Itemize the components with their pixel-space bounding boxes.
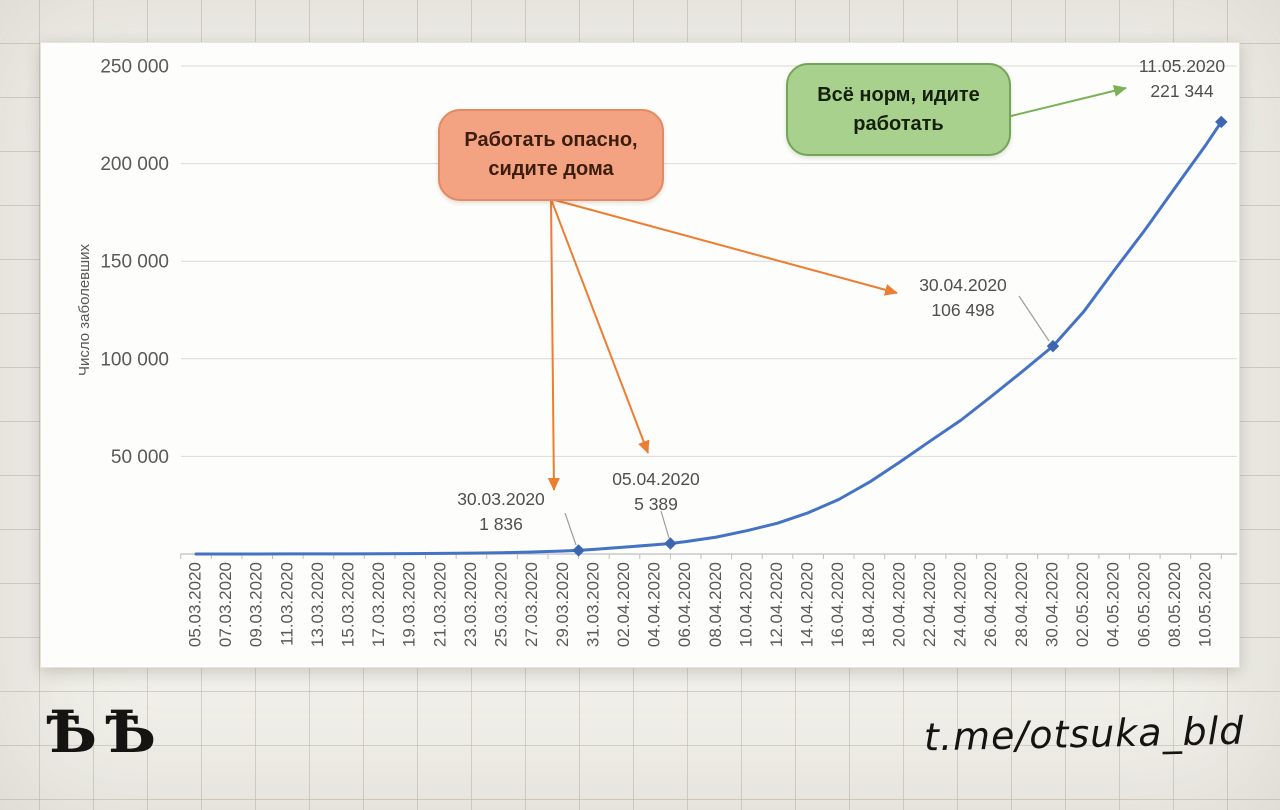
- y-axis-tick-label: 100 000: [100, 349, 169, 370]
- x-axis-tick-label: 16.04.2020: [828, 562, 847, 647]
- x-axis-tick-label: 09.03.2020: [247, 562, 266, 647]
- covid-line-chart: 250 000 200 000 150 000 100 000 50 000 05.03.…: [76, 56, 1237, 647]
- x-axis-tick-label: 20.04.2020: [889, 562, 908, 647]
- callout-stay-home-line2: сидите дома: [488, 158, 614, 180]
- callout-go-work: Всё норм, идите работать: [786, 63, 1011, 156]
- x-axis-tick-label: 15.03.2020: [339, 562, 358, 647]
- x-axis-tick-label: 07.03.2020: [216, 562, 235, 647]
- x-axis-tick-label: 04.04.2020: [645, 562, 664, 647]
- data-point-marker: [1215, 115, 1228, 129]
- x-axis-tick-label: 10.04.2020: [736, 562, 755, 647]
- x-axis-tick-label: 21.03.2020: [430, 562, 449, 647]
- x-axis-tick-label: 29.03.2020: [553, 562, 572, 647]
- x-axis-tick-label: 19.03.2020: [400, 562, 419, 647]
- x-axis-tick-label: 26.04.2020: [981, 562, 1000, 647]
- x-axis-tick-label: 02.04.2020: [614, 562, 633, 647]
- x-axis-tick-label: 31.03.2020: [583, 562, 602, 647]
- orange-callout-arrow: [550, 198, 898, 296]
- callout-go-work-line1: Всё норм, идите: [817, 83, 980, 106]
- x-axis-tick-label: 17.03.2020: [369, 562, 388, 647]
- orange-callout-arrow: [550, 198, 650, 454]
- data-point-marker: [1046, 339, 1060, 353]
- orange-callout-arrow: [547, 198, 560, 491]
- data-label-value: 1 836: [479, 514, 523, 534]
- x-axis-tick-label: 24.04.2020: [951, 562, 970, 647]
- x-axis-tick-label: 08.04.2020: [706, 562, 725, 647]
- data-point-marker: [664, 537, 677, 550]
- data-point-marker: [572, 544, 585, 557]
- x-axis-tick-label: 04.05.2020: [1104, 562, 1123, 647]
- x-axis-tick-label: 18.04.2020: [859, 562, 878, 647]
- data-label-leader-line: [564, 512, 577, 546]
- x-axis-tick-label: 23.03.2020: [461, 562, 480, 647]
- x-axis-tick-label: 12.04.2020: [767, 562, 786, 647]
- data-label-value: 221 344: [1150, 81, 1214, 101]
- x-axis-tick-label: 14.04.2020: [798, 562, 817, 647]
- callout-stay-home: Работать опасно, сидите дома: [438, 109, 664, 201]
- callout-stay-home-line1: Работать опасно,: [464, 129, 638, 151]
- y-axis-tick-label: 50 000: [111, 447, 169, 468]
- y-axis-tick-label: 200 000: [100, 154, 169, 175]
- x-axis-tick-label: 25.03.2020: [492, 562, 511, 647]
- data-label-value: 5 389: [634, 494, 678, 514]
- data-label-leader-line: [1018, 295, 1050, 342]
- x-axis-tick-label: 06.04.2020: [675, 562, 694, 647]
- x-axis-tick-label: 02.05.2020: [1073, 562, 1092, 647]
- callout-go-work-line2: работать: [853, 112, 944, 135]
- data-label-date: 11.05.2020: [1139, 56, 1226, 76]
- chart-card: 250 000 200 000 150 000 100 000 50 000 05.03.…: [40, 42, 1240, 668]
- x-axis-tick-label: 10.05.2020: [1195, 562, 1214, 647]
- data-label-leader-line: [660, 510, 670, 539]
- x-axis-tick-label: 13.03.2020: [308, 562, 327, 647]
- x-axis-tick-label: 05.03.2020: [185, 562, 204, 647]
- y-axis-tick-label: 150 000: [100, 252, 169, 273]
- green-callout-arrow: [1010, 85, 1127, 117]
- signature-yat: ѢѢ: [46, 698, 165, 766]
- x-axis-tick-label: 30.04.2020: [1042, 562, 1061, 647]
- y-axis-title: Число заболевших: [76, 243, 93, 376]
- x-axis-tick-label: 22.04.2020: [920, 562, 939, 647]
- y-axis-tick-label: 250 000: [100, 57, 169, 78]
- data-label-date: 30.04.2020: [919, 275, 1007, 295]
- telegram-handle: t.me/otsuka_bld: [923, 708, 1245, 760]
- x-axis-tick-label: 08.05.2020: [1165, 562, 1184, 647]
- data-label-date: 05.04.2020: [612, 469, 700, 489]
- data-label-date: 30.03.2020: [457, 489, 545, 509]
- x-axis-tick-label: 27.03.2020: [522, 562, 541, 647]
- cases-line-series: [194, 120, 1223, 556]
- data-label-value: 106 498: [931, 300, 994, 320]
- x-axis-tick-label: 28.04.2020: [1012, 562, 1031, 647]
- x-axis-tick-label: 11.03.2020: [277, 562, 296, 646]
- x-axis-tick-label: 06.05.2020: [1134, 562, 1153, 647]
